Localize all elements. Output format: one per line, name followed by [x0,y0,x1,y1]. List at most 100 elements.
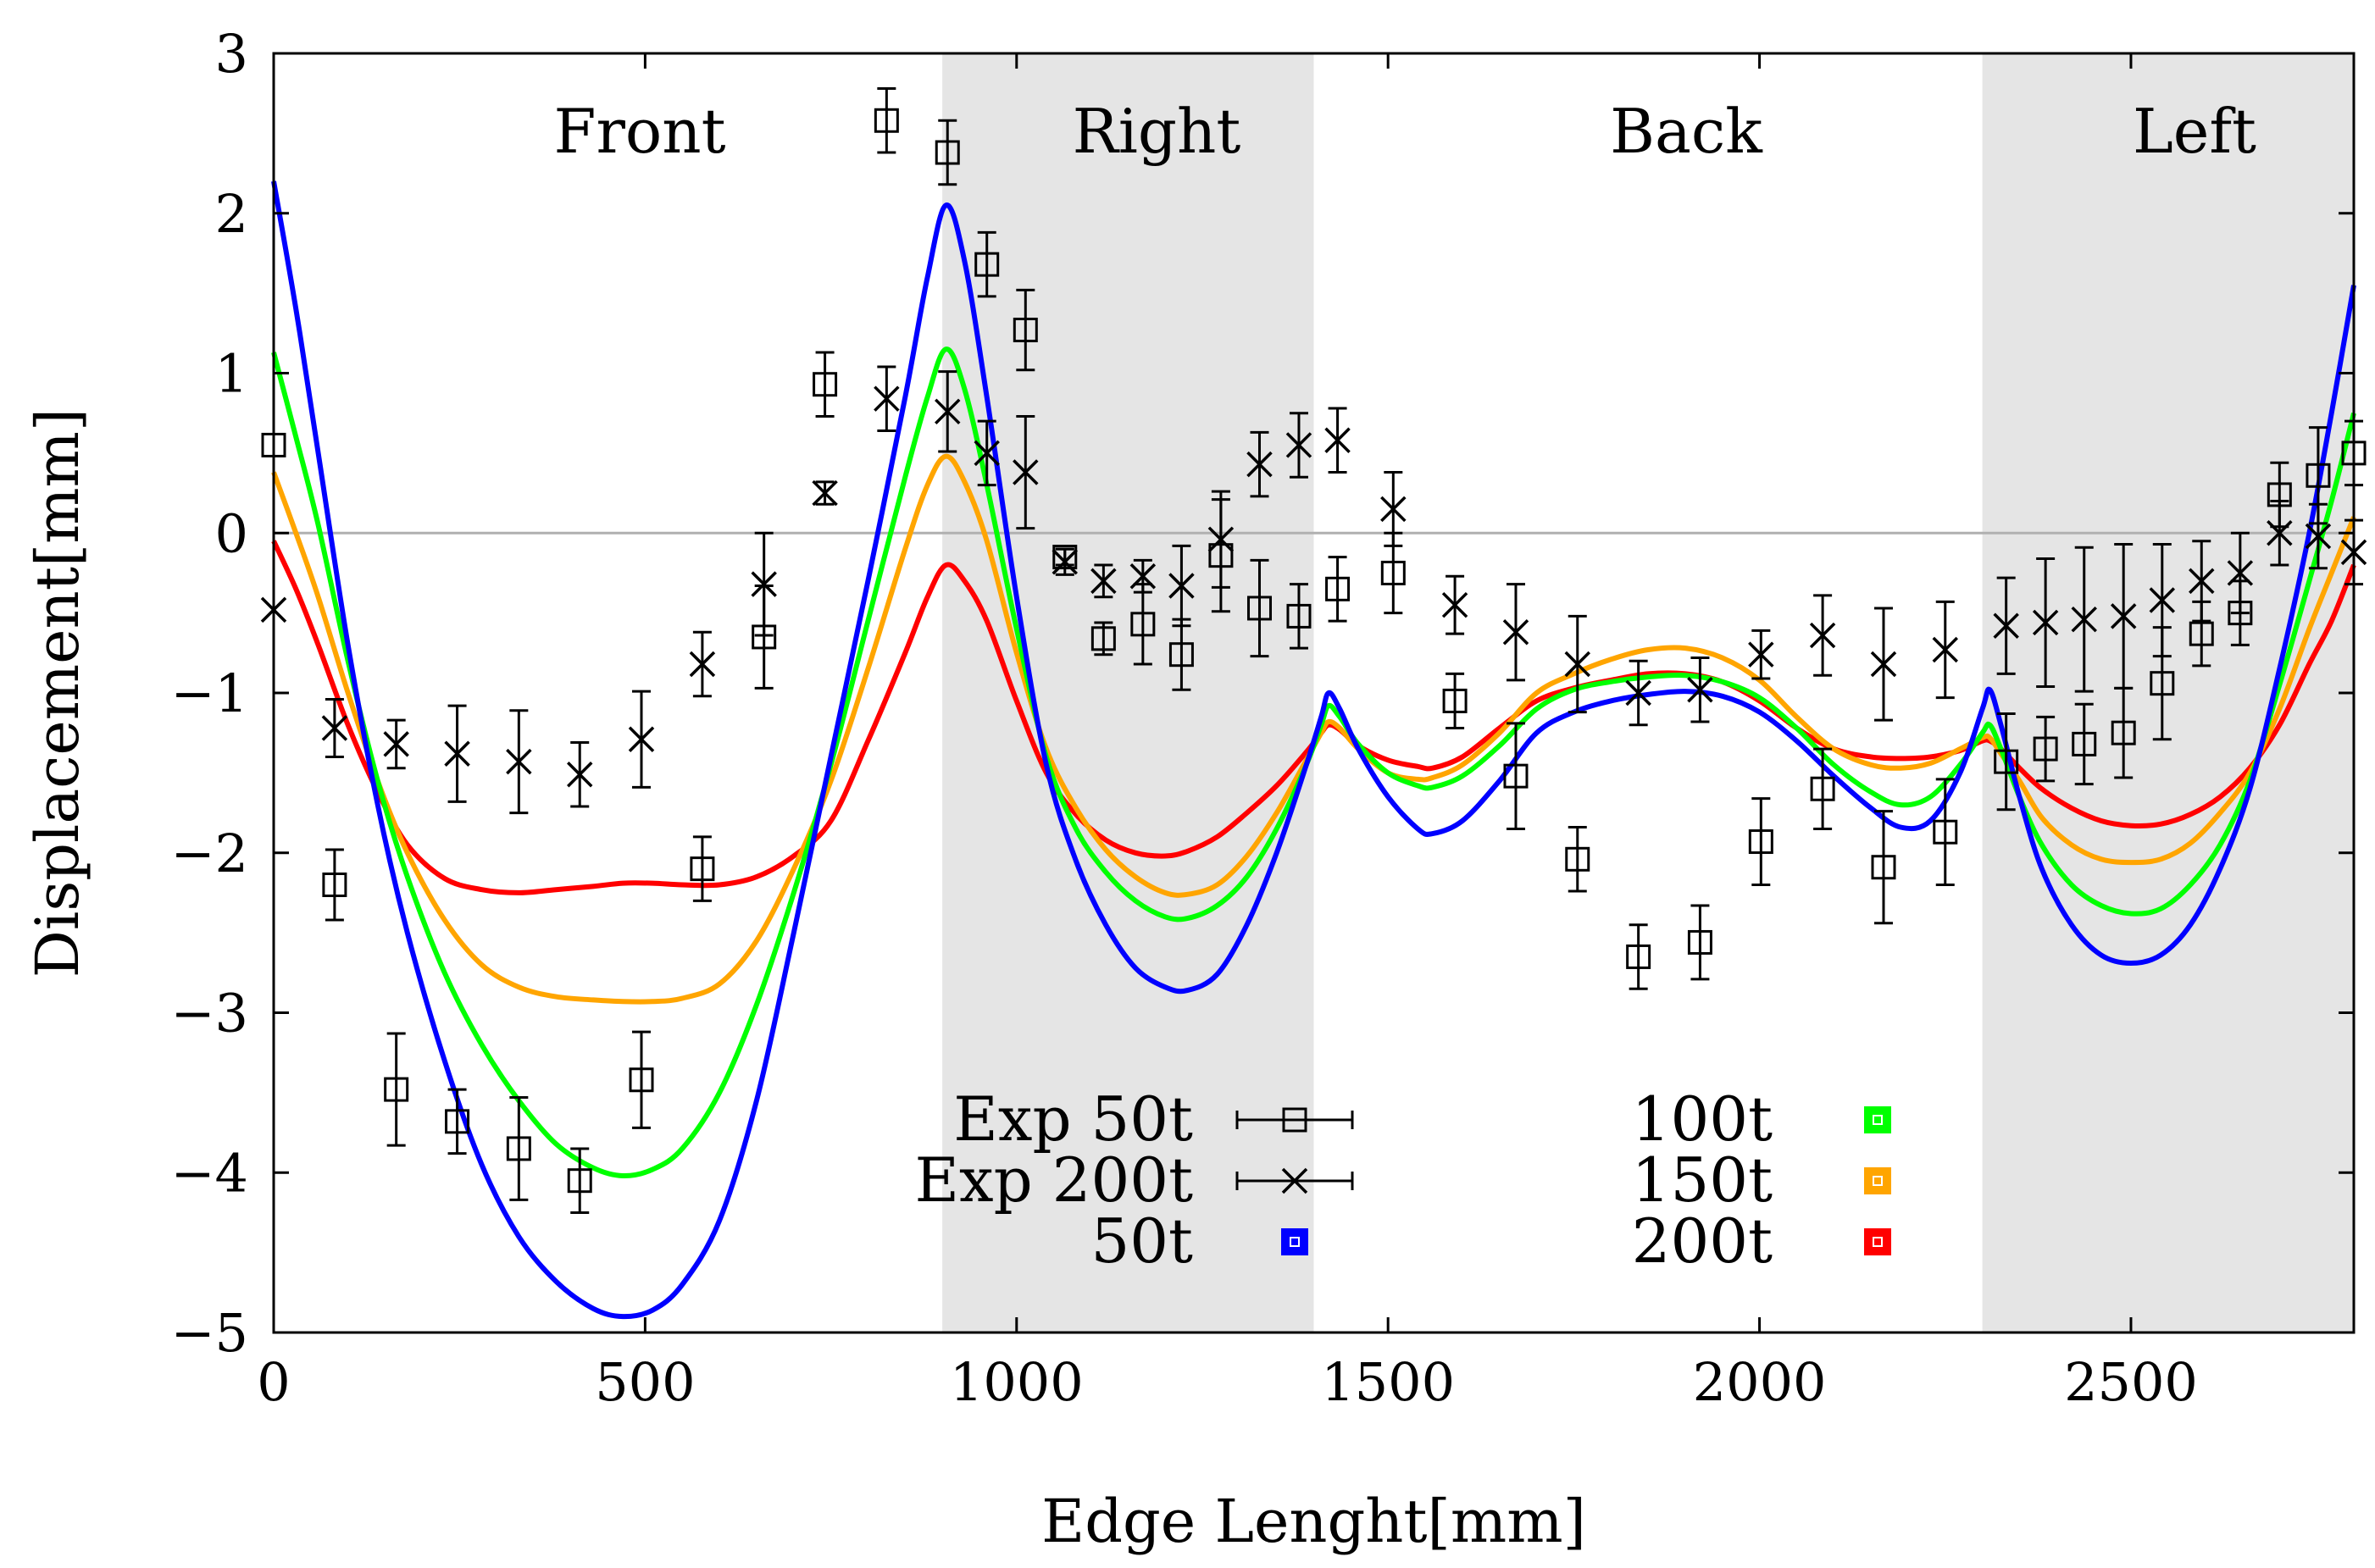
point-exp-50t [1687,929,1712,955]
point-exp-50t [1748,829,1773,855]
point-exp-200t [874,385,900,412]
point-exp-200t-b [1207,526,1235,553]
point-exp-200t [1993,612,2019,639]
point-exp-200t [566,762,593,788]
point-exp-200t [1090,568,1117,595]
point-exp-200t-b [1809,622,1836,649]
axis-ticks: 0 500 1000 1500 2000 2500 −5 −4 −3 −2 −1 0 1 2 3 [171,23,2354,1413]
point-exp-200t [2149,587,2176,613]
point-exp-200t-b [974,440,1000,467]
region-labels: Front Right Back Left [553,96,2256,167]
point-exp-50t [1994,749,2019,774]
point-exp-200t-b [2189,568,2215,595]
x-tick-label: 1500 [1321,1351,1455,1413]
point-exp-200t [2032,609,2059,636]
point-exp-50t [445,1109,470,1134]
point-exp-200t [1687,676,1713,703]
point-exp-200t [1013,459,1039,485]
series-line-50t [271,180,2356,1320]
y-tick-label: 2 [215,183,248,245]
point-exp-50t [2111,720,2136,745]
legend-marker-exp-50t [1282,1107,1307,1133]
point-exp-200t [2071,606,2097,633]
y-tick-label: −4 [171,1142,248,1204]
point-exp-200t-b [444,740,470,767]
point-exp-50t [690,856,715,882]
point-exp-50t [1090,626,1116,651]
region-label-front: Front [553,96,725,167]
legend-swatch-dot-150t [1873,1176,1883,1186]
region-shading [942,53,2354,1333]
x-axis-title: Edge Lenght[mm] [1041,1487,1586,1556]
point-exp-200t-b [1564,651,1590,678]
point-exp-200t [506,748,532,775]
point-exp-200t-b [1441,591,1468,618]
point-exp-200t [2110,603,2137,629]
point-exp-200t [935,398,961,425]
point-exp-200t [1502,619,1529,645]
x-tick-label: 0 [257,1351,290,1413]
legend-label-exp-50t: Exp 50t [953,1083,1193,1155]
point-exp-200t-b [2071,606,2097,633]
point-exp-200t [812,479,838,507]
y-tick-label: 0 [215,502,248,564]
point-exp-50t [1013,318,1038,343]
point-exp-200t [1052,548,1079,575]
point-exp-50t [1565,846,1590,872]
x-tick-label: 2000 [1693,1351,1827,1413]
point-exp-200t-b [1625,679,1651,706]
point-exp-200t [1380,496,1407,523]
point-exp-200t-b [2227,560,2254,586]
point-exp-200t-b [2110,603,2137,629]
point-exp-50t [629,1067,654,1093]
x-tick-label: 2500 [2064,1351,2198,1413]
point-exp-200t [2267,520,2293,546]
point-exp-200t-b [1993,612,2019,639]
point-exp-50t [506,1136,531,1161]
point-exp-200t-b [1324,427,1351,454]
legend-label-50t: 50t [1090,1205,1193,1277]
legend-label-100t: 100t [1632,1083,1773,1155]
point-exp-50t [567,1168,592,1194]
point-exp-200t-b [1285,432,1312,458]
point-exp-200t [444,740,470,767]
x-tick-label: 1000 [950,1351,1084,1413]
point-exp-200t-b [321,715,348,741]
y-tick-label: −2 [171,823,248,884]
point-exp-200t-b [1052,548,1079,575]
point-exp-200t [321,715,348,741]
point-exp-50t [384,1077,409,1102]
legend-label-150t: 150t [1632,1144,1773,1216]
point-exp-200t [2189,568,2215,595]
point-exp-200t [1441,591,1468,618]
point-exp-200t-b [689,651,716,678]
point-exp-200t-b [1380,496,1407,523]
point-exp-50t [1626,944,1651,969]
point-exp-200t-b [874,385,900,412]
point-exp-200t-b [1013,459,1039,485]
point-exp-50t [2150,671,2175,696]
point-exp-200t-b [812,479,838,507]
point-exp-200t-b [751,571,777,597]
legend-label-exp-200t: Exp 200t [915,1144,1194,1216]
point-exp-200t-b [1129,562,1157,590]
legend-swatch-150t [1864,1167,1891,1194]
point-exp-200t-b [1246,451,1273,478]
y-tick-label: −5 [171,1302,248,1364]
legend-swatch-dot-50t [1290,1237,1300,1247]
point-exp-200t [1748,641,1774,668]
point-exp-200t [974,440,1000,467]
point-exp-50t [2189,621,2214,646]
legend-swatch-50t [1281,1228,1308,1255]
point-exp-50t [1933,819,1958,845]
point-exp-200t-b [1748,641,1774,668]
point-exp-200t [1168,573,1195,599]
point-exp-50t [1871,855,1896,880]
y-axis-title: Displacement[mm] [23,408,92,978]
x-tick-label: 500 [595,1351,695,1413]
legend-marker-exp-200t-b [1281,1167,1308,1194]
point-exp-50t [2306,463,2331,488]
point-exp-200t-b [1168,573,1195,599]
